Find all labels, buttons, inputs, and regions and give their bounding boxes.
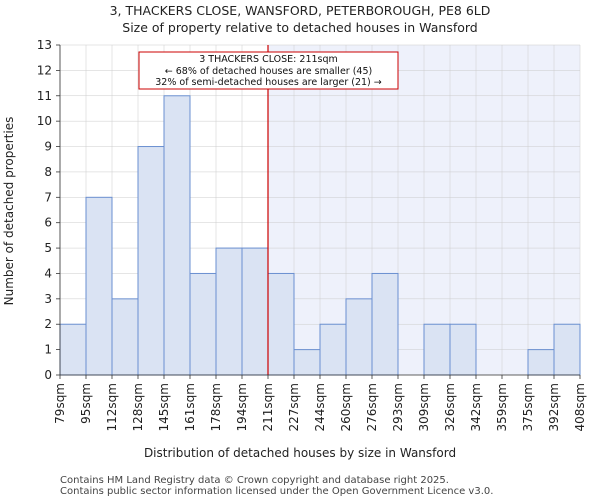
bar	[59, 323, 87, 376]
y-tick-label: 8	[44, 165, 52, 179]
x-tick-label: 375sqm	[521, 383, 535, 431]
x-tick-label: 276sqm	[365, 383, 379, 431]
x-axis-label: Distribution of detached houses by size …	[144, 446, 456, 460]
y-tick-label: 3	[44, 292, 52, 306]
x-tick-label: 161sqm	[183, 383, 197, 431]
annotation-line-2: ← 68% of detached houses are smaller (45…	[165, 66, 372, 77]
x-tick-label: 309sqm	[417, 383, 431, 431]
bars	[59, 95, 581, 376]
x-tick-label: 326sqm	[443, 383, 457, 431]
x-axis: 79sqm 95sqm 112sqm 128sqm 145sqm 161sqm 178sqm…	[53, 374, 587, 431]
footer-line-2: Contains public sector information licen…	[60, 486, 493, 497]
x-tick-label: 145sqm	[157, 383, 171, 431]
y-tick-label: 5	[44, 241, 52, 255]
x-tick-label: 178sqm	[209, 383, 223, 431]
bar	[553, 323, 581, 376]
x-tick-label: 244sqm	[313, 383, 327, 431]
y-tick-label: 4	[44, 266, 52, 280]
x-tick-label: 95sqm	[79, 383, 93, 424]
y-tick-label: 7	[44, 190, 52, 204]
bar	[189, 272, 217, 376]
bar	[371, 272, 399, 376]
chart-subtitle: Size of property relative to detached ho…	[122, 20, 477, 35]
y-tick-label: 1	[44, 343, 52, 357]
x-tick-label: 293sqm	[391, 383, 405, 431]
y-axis-label: Number of detached properties	[2, 117, 16, 306]
bar	[111, 298, 139, 376]
y-tick-label: 12	[37, 63, 52, 77]
bar	[319, 323, 347, 376]
y-tick-label: 13	[37, 38, 52, 52]
bar	[293, 349, 321, 376]
y-tick-label: 9	[44, 140, 52, 154]
bar	[85, 196, 113, 376]
bar	[449, 323, 477, 376]
y-tick-label: 6	[44, 216, 52, 230]
y-tick-label: 10	[37, 114, 52, 128]
x-tick-label: 260sqm	[339, 383, 353, 431]
x-tick-label: 342sqm	[469, 383, 483, 431]
bar	[163, 95, 191, 376]
y-tick-label: 0	[44, 368, 52, 382]
y-tick-label: 2	[44, 317, 52, 331]
x-tick-label: 211sqm	[261, 383, 275, 431]
bar	[527, 349, 555, 376]
bar	[215, 247, 243, 376]
footer-line-1: Contains HM Land Registry data © Crown c…	[60, 475, 449, 486]
bar	[345, 298, 373, 376]
annotation-box	[138, 51, 399, 90]
annotation: 3 THACKERS CLOSE: 211sqm ← 68% of detach…	[138, 51, 399, 90]
x-tick-label: 392sqm	[547, 383, 561, 431]
x-tick-label: 408sqm	[573, 383, 587, 431]
x-tick-label: 359sqm	[495, 383, 509, 431]
bar	[241, 247, 269, 376]
bar	[423, 323, 451, 376]
annotation-line-1: 3 THACKERS CLOSE: 211sqm	[199, 54, 338, 65]
y-tick-label: 11	[37, 89, 52, 103]
x-tick-label: 112sqm	[105, 383, 119, 431]
x-tick-label: 194sqm	[235, 383, 249, 431]
bar	[267, 272, 295, 376]
chart-title: 3, THACKERS CLOSE, WANSFORD, PETERBOROUG…	[110, 3, 491, 18]
annotation-line-3: 32% of semi-detached houses are larger (…	[155, 77, 382, 88]
x-tick-label: 227sqm	[287, 383, 301, 431]
x-tick-label: 79sqm	[53, 383, 67, 424]
bar	[137, 146, 165, 376]
x-tick-label: 128sqm	[131, 383, 145, 431]
